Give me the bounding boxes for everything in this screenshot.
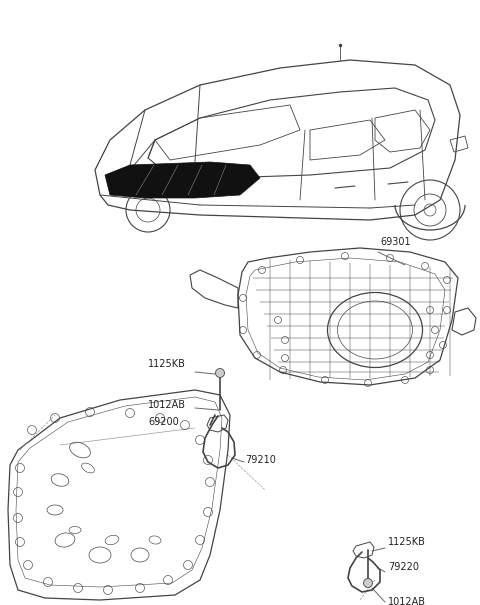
Text: 79210: 79210: [245, 455, 276, 465]
Text: 1125KB: 1125KB: [148, 359, 186, 369]
Polygon shape: [105, 162, 260, 198]
Text: 69200: 69200: [148, 417, 179, 427]
Text: 69301: 69301: [380, 237, 410, 247]
Text: 79220: 79220: [388, 562, 419, 572]
Text: 1125KB: 1125KB: [388, 537, 426, 547]
Circle shape: [363, 578, 372, 587]
Text: 1012AB: 1012AB: [388, 597, 426, 605]
Text: 1012AB: 1012AB: [148, 400, 186, 410]
Circle shape: [216, 368, 225, 378]
